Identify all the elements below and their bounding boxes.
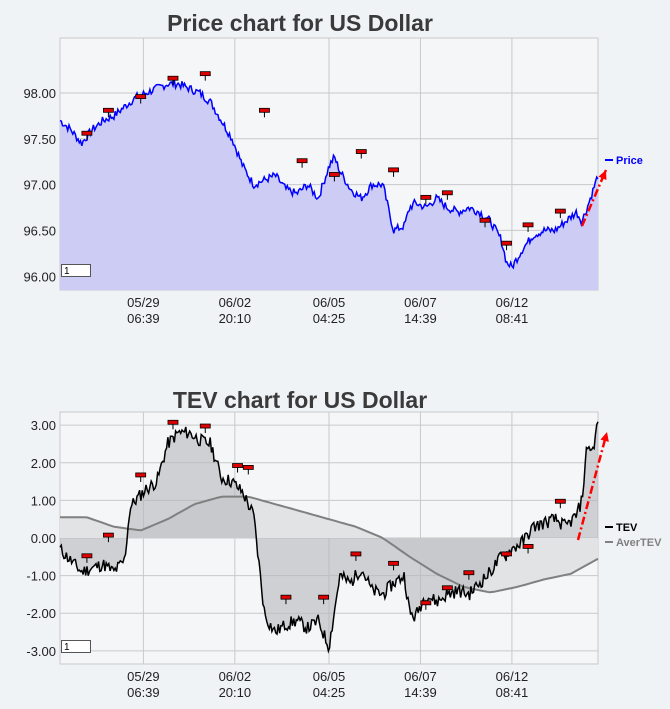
trend-arrow-head	[598, 170, 607, 180]
event-marker	[463, 570, 475, 576]
tev-chart-page-input[interactable]: 1	[61, 640, 91, 653]
event-marker	[501, 551, 512, 557]
event-marker	[167, 75, 179, 81]
x-tick-label: 04:25	[313, 311, 346, 326]
event-marker	[420, 194, 432, 200]
y-tick-label: -2.00	[26, 606, 56, 621]
tev-area	[60, 421, 598, 652]
legend-label: AverTEV	[616, 537, 662, 549]
price-chart-title: Price chart for US Dollar	[167, 10, 433, 36]
x-tick-label: 06:39	[127, 311, 160, 326]
price-chart-page-input[interactable]: 1	[61, 264, 91, 277]
trend-arrow-head	[600, 432, 609, 442]
event-marker	[242, 465, 254, 470]
event-marker	[103, 107, 114, 113]
event-marker	[441, 190, 453, 196]
event-marker	[554, 208, 566, 214]
event-marker	[232, 463, 243, 468]
event-marker	[318, 594, 330, 600]
event-marker	[81, 553, 93, 559]
event-marker	[259, 107, 270, 113]
x-tick-label: 08:41	[496, 311, 529, 326]
x-tick-label: 05/29	[127, 669, 160, 684]
event-marker	[479, 217, 491, 223]
aver-tev-line	[60, 495, 599, 594]
x-tick-label: 04:25	[313, 685, 346, 700]
event-marker	[355, 149, 367, 154]
x-tick-label: 20:10	[219, 311, 252, 326]
event-marker	[388, 167, 399, 173]
event-marker	[135, 472, 147, 478]
x-tick-label: 06/02	[219, 669, 252, 684]
x-tick-label: 06/07	[404, 669, 437, 684]
y-tick-label: 0.00	[31, 531, 56, 546]
x-tick-label: 06/02	[219, 295, 252, 310]
x-tick-label: 06/05	[313, 295, 346, 310]
event-marker	[135, 94, 147, 99]
x-tick-label: 08:41	[496, 685, 529, 700]
x-tick-label: 20:10	[219, 685, 252, 700]
event-marker	[103, 532, 114, 538]
event-marker	[522, 222, 534, 228]
price-line	[59, 79, 599, 270]
tev-chart-title: TEV chart for US Dollar	[172, 387, 428, 413]
trend-arrow-line	[576, 431, 609, 541]
x-tick-label: 14:39	[404, 311, 437, 326]
event-marker	[328, 172, 340, 177]
x-tick-label: 06/12	[496, 295, 529, 310]
event-marker	[420, 600, 432, 606]
event-marker	[167, 419, 179, 425]
y-tick-label: 96.00	[23, 269, 56, 284]
event-marker	[199, 423, 211, 429]
event-marker	[441, 585, 453, 591]
x-tick-label: 06/07	[404, 295, 437, 310]
event-marker	[350, 551, 362, 557]
y-tick-label: 1.00	[31, 493, 56, 508]
legend-label: Price	[616, 155, 643, 167]
x-tick-label: 06/12	[496, 669, 529, 684]
event-marker	[501, 240, 512, 246]
event-marker	[388, 560, 399, 566]
y-tick-label: 3.00	[31, 418, 56, 433]
legend-label: TEV	[616, 522, 638, 534]
y-tick-label: 2.00	[31, 456, 56, 471]
y-tick-label: 98.00	[23, 86, 56, 101]
x-tick-label: 14:39	[404, 685, 437, 700]
event-marker	[280, 594, 292, 600]
price-area	[60, 80, 598, 290]
event-marker	[296, 158, 308, 164]
y-tick-label: -3.00	[26, 644, 56, 659]
event-marker	[522, 544, 534, 549]
event-marker	[554, 498, 566, 504]
y-tick-label: 97.00	[23, 178, 56, 193]
x-tick-label: 05/29	[127, 295, 160, 310]
event-marker	[81, 130, 93, 136]
x-tick-label: 06/05	[313, 669, 346, 684]
y-tick-label: 96.50	[23, 223, 56, 238]
event-marker	[199, 71, 211, 77]
x-tick-label: 06:39	[127, 685, 160, 700]
y-tick-label: 97.50	[23, 132, 56, 147]
trend-arrow-line	[580, 169, 608, 227]
y-tick-label: -1.00	[26, 569, 56, 584]
